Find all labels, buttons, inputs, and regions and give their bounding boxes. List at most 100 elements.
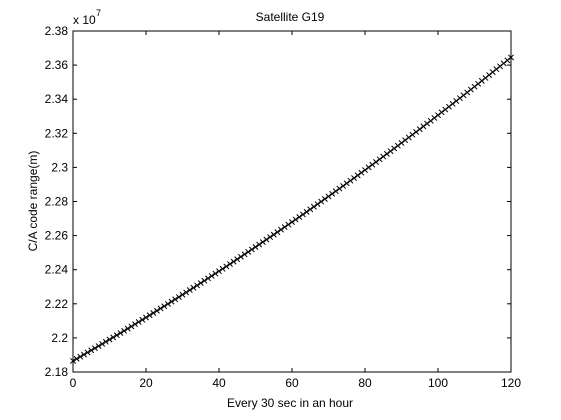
data-point [369, 161, 376, 168]
x-axis-label: Every 30 sec in an hour [227, 396, 353, 410]
data-point [358, 169, 365, 176]
y-tick-label: 2.3 [51, 160, 68, 174]
data-point [420, 123, 427, 130]
y-tick-label: 2.32 [45, 126, 69, 140]
data-point [336, 185, 343, 192]
data-point [387, 148, 394, 155]
data-point [237, 253, 244, 260]
y-axis-ticks: 2.18 2.2 2.22 2.24 2.26 2.28 2.3 2.32 2.34 2.36 2.… [45, 24, 511, 379]
chart-title: Satellite G19 [256, 10, 325, 24]
y-tick-label: 2.34 [45, 92, 69, 106]
x-tick-label: 120 [501, 376, 521, 390]
data-point [442, 106, 449, 113]
plot-area [72, 30, 512, 373]
data-point [329, 190, 336, 197]
data-point [223, 263, 230, 270]
data-point [354, 172, 361, 179]
data-point [117, 330, 124, 336]
data-point [252, 244, 259, 250]
data-point [259, 239, 266, 246]
data-point [226, 261, 233, 267]
data-point [212, 270, 219, 277]
data-point [343, 180, 350, 187]
data-series-g19 [70, 54, 514, 364]
data-point [201, 277, 208, 284]
data-point [318, 198, 325, 205]
x-tick-label: 100 [428, 376, 448, 390]
data-point [179, 291, 186, 298]
data-point [197, 280, 204, 287]
data-point [391, 145, 398, 152]
data-point [267, 234, 274, 241]
data-point [77, 353, 84, 360]
data-point [292, 216, 299, 223]
data-point [219, 265, 226, 272]
data-point [216, 268, 222, 275]
data-point [135, 319, 142, 325]
data-point [460, 92, 467, 99]
data-point [424, 120, 431, 127]
y-axis-label: C/A code range(m) [26, 151, 40, 252]
data-point [296, 214, 303, 220]
data-point [274, 229, 281, 236]
data-point [230, 258, 237, 265]
data-point [113, 332, 120, 339]
y-tick-label: 2.2 [51, 331, 68, 345]
data-point [438, 109, 445, 116]
data-point [234, 256, 241, 263]
data-point [248, 246, 255, 253]
data-point [431, 115, 438, 121]
data-point [95, 343, 102, 349]
data-point [241, 251, 248, 258]
data-point [383, 150, 390, 157]
data-point [278, 226, 285, 233]
data-point [70, 357, 76, 364]
data-point [402, 137, 409, 144]
data-point [263, 236, 270, 243]
data-point [186, 287, 193, 294]
data-point [372, 159, 379, 165]
x-axis-ticks: 0 20 40 60 80 100 120 [70, 31, 521, 390]
data-point [332, 188, 339, 195]
data-point [416, 126, 423, 133]
y-tick-label: 2.24 [45, 263, 69, 277]
data-point [168, 298, 175, 305]
data-point [73, 355, 80, 362]
data-point [208, 273, 215, 279]
data-point [121, 327, 128, 334]
data-point [467, 86, 474, 93]
x-tick-label: 80 [358, 376, 372, 390]
data-point [380, 153, 387, 160]
data-point [427, 117, 434, 124]
data-point [362, 167, 368, 174]
data-point [445, 103, 452, 110]
y-tick-label: 2.28 [45, 195, 69, 209]
data-point [486, 72, 493, 79]
data-point [351, 175, 358, 181]
data-point [508, 54, 514, 61]
data-point [405, 134, 412, 141]
data-point [413, 128, 420, 135]
data-point [435, 112, 441, 119]
data-point [409, 131, 416, 138]
data-point [471, 83, 478, 90]
data-point [398, 140, 405, 146]
data-point [194, 282, 201, 289]
data-point [256, 241, 263, 248]
data-point [175, 294, 182, 300]
y-tick-label: 2.36 [45, 58, 69, 72]
y-tick-label: 2.38 [45, 24, 69, 38]
data-point [164, 300, 171, 307]
data-point [310, 203, 317, 210]
y-axis-multiplier: x 10 [73, 13, 96, 27]
data-point [88, 347, 95, 354]
data-point [183, 289, 190, 296]
x-tick-label: 20 [139, 376, 153, 390]
data-point [139, 316, 146, 323]
data-point [124, 325, 131, 332]
data-point [157, 305, 164, 312]
data-point [150, 310, 157, 316]
data-point [482, 75, 489, 81]
y-axis-multiplier-exponent: 7 [96, 8, 101, 18]
